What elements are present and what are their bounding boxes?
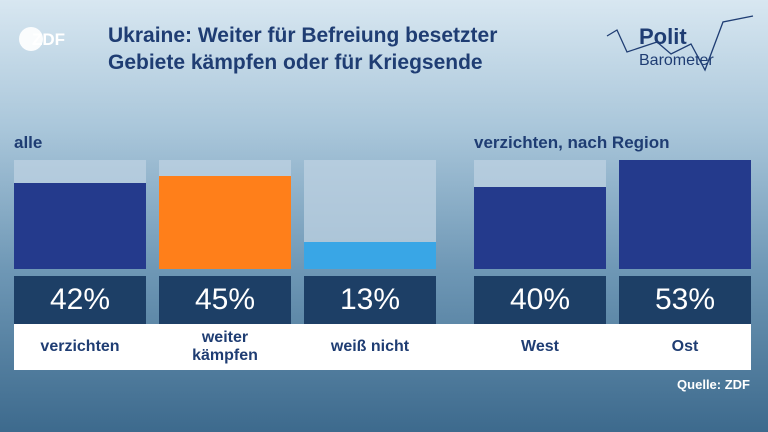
zdf-logo: ZDF — [19, 27, 65, 51]
politbarometer-line1: Polit — [639, 24, 687, 49]
chart-title: Ukraine: Weiter für Befreiung besetzter … — [108, 24, 498, 74]
value-label: 42% — [14, 276, 146, 324]
section-label-all: alle — [14, 133, 43, 152]
bar-ost — [619, 160, 751, 269]
politbarometer-line2: Barometer — [639, 52, 714, 69]
category-label: weiter kämpfen — [192, 329, 258, 364]
bar-west — [474, 186, 606, 269]
bar-background — [474, 160, 606, 269]
bar-background — [619, 160, 751, 269]
value-label: 53% — [619, 276, 751, 324]
value-label: 45% — [159, 276, 291, 324]
category-label-strip — [14, 324, 751, 370]
bar-background — [14, 160, 146, 269]
section-label-region: verzichten, nach Region — [474, 133, 670, 152]
zdf-logo-text: ZDF — [32, 30, 65, 49]
bar-weiter-kämpfen — [159, 176, 291, 269]
bar-weiß-nicht — [304, 242, 436, 269]
value-label: 40% — [474, 276, 606, 324]
value-label: 13% — [304, 276, 436, 324]
category-label: Ost — [671, 338, 699, 355]
category-label: weiß nicht — [330, 338, 410, 355]
politbarometer-logo: Polit Barometer — [606, 15, 754, 72]
bar-background — [159, 160, 291, 269]
category-label: West — [521, 338, 559, 355]
bar-background — [304, 160, 436, 269]
source-label: Quelle: ZDF — [677, 377, 750, 392]
bar-verzichten — [14, 182, 146, 269]
category-label: verzichten — [40, 338, 120, 355]
